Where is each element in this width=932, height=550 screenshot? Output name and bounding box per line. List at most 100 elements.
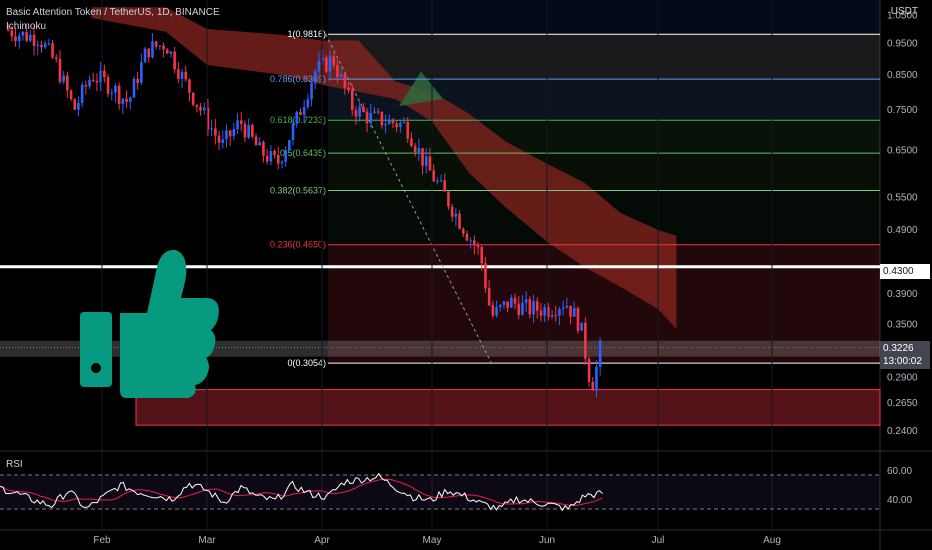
candle-body [95,80,99,83]
candle-body [169,51,173,54]
candle-body [421,148,424,166]
thumb-cuff [80,312,112,387]
candle-body [417,148,421,153]
candle-body [228,130,232,137]
fib-zone [328,120,880,154]
candle-body [14,36,17,42]
candle-body [321,57,324,61]
fib-label: 0(0.3054) [287,358,326,368]
candle-body [276,155,280,164]
level-price-tag: 0.4300 [880,264,930,279]
candle-body [373,111,376,113]
candles-group [6,23,602,398]
candle-body [535,301,539,311]
candle-body [251,124,254,137]
candle-body [73,99,77,110]
candle-body [154,41,158,47]
candle-body [528,299,532,315]
candle-body [447,191,450,207]
candle-body [121,98,125,104]
candle-body [265,155,269,162]
candle-body [432,170,435,182]
candle-body [202,107,206,111]
last-price-tag: 0.3226 [880,341,930,356]
candle-body [347,87,350,91]
candle-body [247,124,250,138]
candle-body [77,103,80,110]
candle-body [576,308,580,331]
fib-label: 1(0.9816) [287,29,326,39]
candle-body [561,307,565,310]
candle-body [295,111,299,124]
candle-body [210,128,213,130]
candle-body [43,43,47,48]
y-tick-label: 0.2650 [887,398,918,409]
candle-body [165,49,169,54]
x-tick-label: May [423,535,442,546]
y-tick-label: 1.0500 [887,10,918,21]
candle-body [66,75,69,91]
y-tick-label: 0.2900 [887,373,918,384]
fib-zone [328,153,880,191]
candle-body [587,358,591,382]
countdown-tag: 13:00:02 [880,354,930,369]
candle-body [436,180,439,182]
candle-body [376,111,380,113]
candle-body [99,70,102,83]
candle-body [58,58,62,82]
candle-body [291,123,295,141]
candle-body [510,297,513,308]
candle-body [88,79,91,87]
candle-body [365,111,369,124]
candle-body [413,146,417,153]
candle-body [284,150,287,162]
candle-body [236,120,239,130]
thumb-cuff-dot [91,363,101,373]
candle-body [369,112,373,124]
candle-body [547,307,550,317]
y-tick-label: 0.7500 [887,105,918,116]
candle-body [380,111,384,126]
candle-body [206,107,210,130]
candle-body [25,31,28,41]
fib-top-zone [328,0,880,35]
candle-body [54,57,58,59]
candle-body [461,228,465,234]
candle-body [595,366,598,391]
candle-body [262,142,265,156]
candle-body [302,107,306,116]
y-tick-label: 0.8500 [887,70,918,81]
candle-body [140,62,143,83]
candle-body [147,48,151,58]
candle-body [310,82,313,100]
candle-body [110,92,114,94]
candle-body [36,44,40,46]
candle-body [580,322,583,331]
candle-body [532,301,535,315]
candle-body [288,140,291,151]
candle-body [143,48,147,63]
candle-body [465,233,469,241]
symbol-title: Basic Attention Token / TetherUS, 1D, BI… [6,7,220,18]
y-tick-label: 0.2400 [887,426,918,437]
candle-body [162,45,165,50]
rsi-band [0,475,880,509]
candle-body [517,303,521,315]
candle-body [458,213,461,229]
candle-body [358,106,361,117]
candle-body [391,119,395,124]
candle-body [158,45,162,47]
candle-body [128,97,132,102]
candle-body [550,315,554,317]
candle-body [569,305,572,317]
candle-body [80,84,84,104]
candle-body [484,263,487,289]
candle-body [487,288,491,306]
candle-body [258,142,262,146]
candle-body [428,156,432,171]
candle-body [539,310,543,316]
candle-body [572,308,576,317]
y-tick-label: 0.9500 [887,38,918,49]
candle-body [402,121,406,123]
